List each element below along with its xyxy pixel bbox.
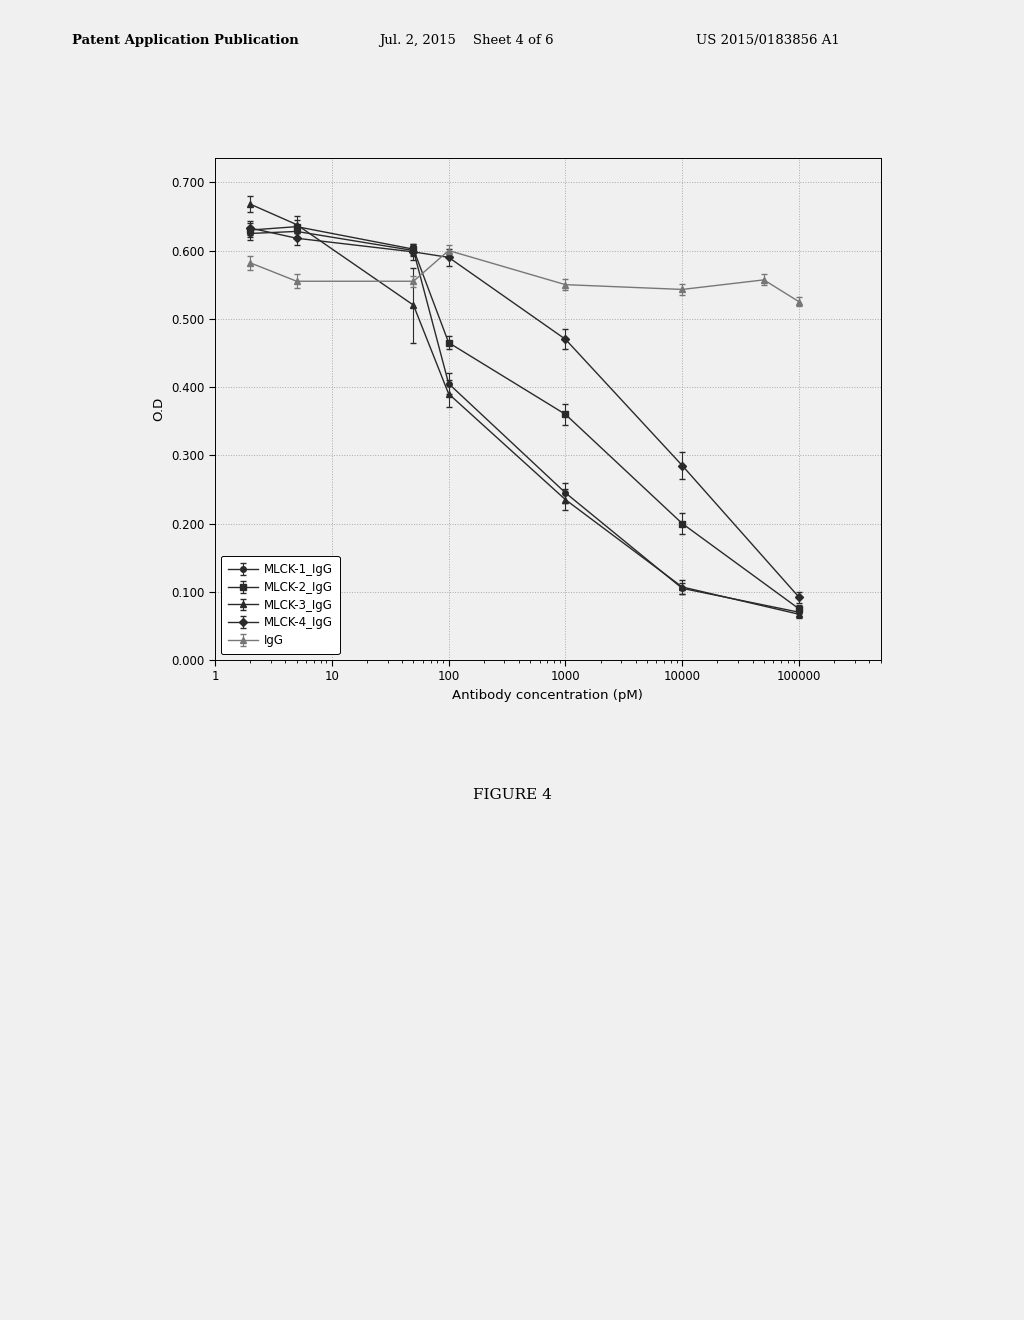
Y-axis label: O.D: O.D — [153, 397, 166, 421]
Text: US 2015/0183856 A1: US 2015/0183856 A1 — [696, 33, 840, 46]
X-axis label: Antibody concentration (pM): Antibody concentration (pM) — [453, 689, 643, 702]
Legend: MLCK-1_IgG, MLCK-2_IgG, MLCK-3_IgG, MLCK-4_IgG, IgG: MLCK-1_IgG, MLCK-2_IgG, MLCK-3_IgG, MLCK… — [221, 556, 340, 655]
Text: Patent Application Publication: Patent Application Publication — [72, 33, 298, 46]
Text: FIGURE 4: FIGURE 4 — [472, 788, 552, 801]
Text: Jul. 2, 2015    Sheet 4 of 6: Jul. 2, 2015 Sheet 4 of 6 — [379, 33, 554, 46]
